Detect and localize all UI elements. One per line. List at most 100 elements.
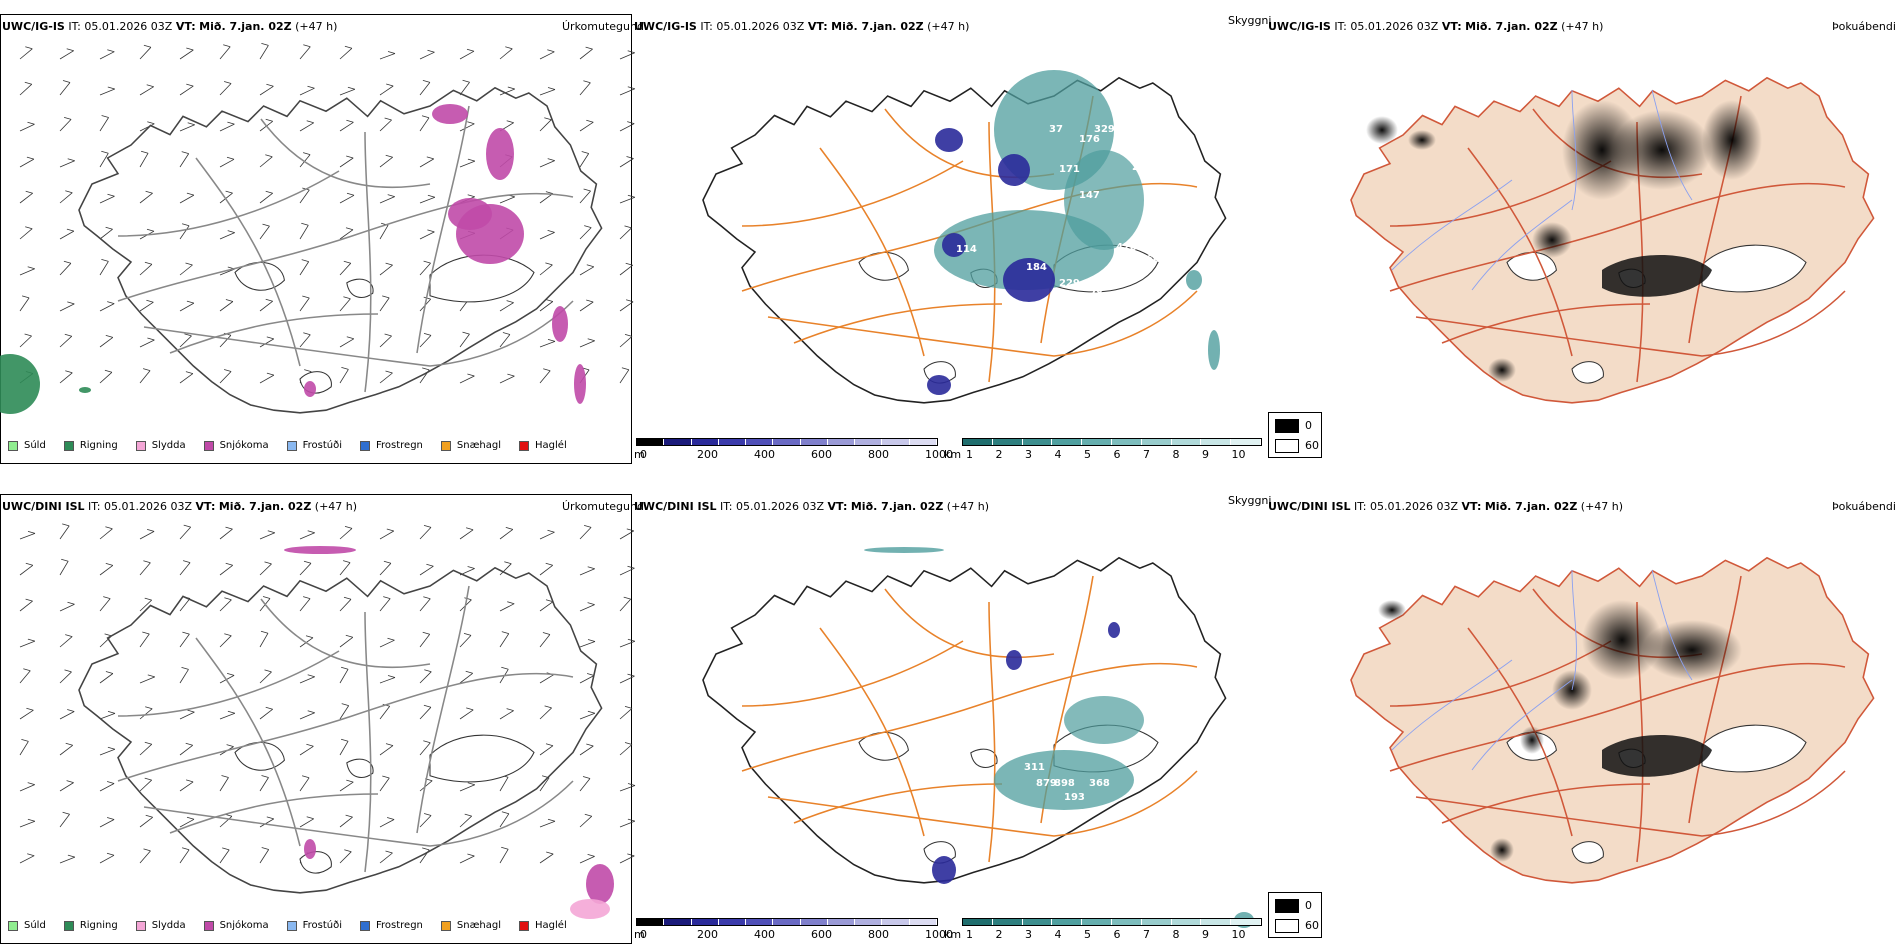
low-cloud-base-areas: [932, 622, 1120, 884]
legend-swatch: [63, 440, 74, 451]
vt-value: Mið. 7.jan. 02Z: [1465, 20, 1558, 33]
rain-areas: [0, 354, 91, 414]
cloud-base-colorbar: [636, 438, 938, 446]
cloud-base-label: 211: [1062, 292, 1083, 303]
low-visibility-areas: [864, 547, 1254, 928]
model-name: UWC/IG-IS: [2, 20, 65, 33]
legend-label: Súld: [24, 440, 46, 451]
cloud-base-tick: 200: [697, 928, 718, 941]
snow-areas: [284, 546, 614, 904]
it-value: 05.01.2026 03Z: [104, 500, 193, 513]
visibility-unit: km: [944, 448, 962, 461]
it-label: IT:: [68, 20, 81, 33]
legend-label: Frostregn: [376, 920, 423, 931]
snow-areas: [304, 104, 586, 404]
panel-header: UWC/DINI ISL IT: 05.01.2026 03Z VT: Mið.…: [634, 500, 989, 513]
fog-high-label: 0: [1305, 419, 1312, 432]
cloud-base-label: 28: [1089, 288, 1103, 299]
visibility-tick: 4: [1054, 448, 1062, 461]
legend-label: Snjókoma: [219, 440, 269, 451]
lead-time: (+47 h): [314, 500, 358, 513]
legend-item: Snæhagl: [440, 920, 501, 931]
cloud-base-label: 428: [1116, 242, 1137, 253]
legend-swatch: [8, 440, 18, 451]
legend-label: Snjókoma: [219, 920, 269, 931]
legend-swatch: [360, 440, 370, 451]
fog-high-swatch: [1275, 419, 1299, 433]
it-label: IT:: [1354, 500, 1367, 513]
it-value: 05.01.2026 03Z: [716, 20, 805, 33]
it-value: 05.01.2026 03Z: [84, 20, 173, 33]
vt-label: VT:: [175, 20, 196, 33]
legend-item: Snjókoma: [203, 440, 269, 451]
legend-swatch: [440, 920, 451, 931]
cloud-base-label: 147: [1079, 190, 1100, 201]
cloud-base-label: 193: [1064, 792, 1085, 803]
legend-item: Slydda: [135, 440, 186, 451]
precip-legend: Súld Rigning Slydda Snjókoma Frostúði Fr…: [8, 440, 585, 451]
visibility-tick: 9: [1202, 928, 1209, 941]
iceland-outline: [78, 86, 603, 414]
visibility-tick: 5: [1084, 448, 1091, 461]
vt-label: VT:: [1441, 20, 1462, 33]
cloud-base-label: 311: [1024, 762, 1045, 773]
legend-label: Súld: [24, 920, 46, 931]
legend-item: Snjókoma: [203, 920, 269, 931]
panel-header: UWC/IG-IS IT: 05.01.2026 03Z VT: Mið. 7.…: [634, 20, 969, 33]
fog-title: Þokuábendi: [1832, 500, 1896, 513]
cloud-base-label: 184: [1026, 262, 1047, 273]
visibility-tick: 7: [1143, 928, 1150, 941]
legend-label: Haglél: [535, 440, 567, 451]
vt-value: Mið. 7.jan. 02Z: [218, 500, 312, 513]
cloud-base-tick: 200: [697, 448, 718, 461]
cloud-base-tick: 400: [754, 928, 775, 941]
legend-item: Haglél: [519, 920, 567, 931]
legend-swatch: [360, 920, 370, 931]
cloud-base-label: 229: [1059, 278, 1080, 289]
it-label: IT:: [700, 20, 713, 33]
visibility-unit: km: [944, 928, 962, 941]
visibility-tick: 6: [1113, 928, 1121, 941]
fog-low-swatch: [1275, 439, 1299, 453]
visibility-colorbar: [962, 438, 1262, 446]
rivers: [1391, 569, 1693, 771]
wind-barbs: [19, 43, 636, 384]
precip-type-title: Úrkomutegund: [562, 500, 644, 513]
legend-item: Rigning: [63, 440, 118, 451]
precip-panel-frame: [0, 494, 632, 944]
visibility-title: Skyggni: [1228, 494, 1272, 507]
legend-label: Rigning: [79, 440, 118, 451]
legend-swatch: [135, 920, 146, 931]
lead-time: (+47 h): [1580, 500, 1624, 513]
vt-label: VT:: [1461, 500, 1482, 513]
vt-label: VT:: [807, 20, 828, 33]
cloud-base-unit: m: [634, 448, 645, 461]
cloud-base-label: 171: [1059, 164, 1080, 175]
cloud-base-label: 37: [1049, 124, 1063, 135]
cloud-base-tick: 800: [868, 928, 889, 941]
legend-swatch: [63, 920, 74, 931]
fog-scale-box: 0 60: [1268, 892, 1322, 938]
cloud-base-colorbar: [636, 918, 938, 926]
visibility-tick: 10: [1231, 928, 1246, 941]
precip-map: [19, 523, 636, 919]
precip-panel-frame: [0, 14, 632, 464]
visibility-colorbar: [962, 918, 1262, 926]
visibility-tick: 1: [966, 928, 973, 941]
vt-value: Mið. 7.jan. 02Z: [199, 20, 292, 33]
cloud-base-label: 783: [1142, 222, 1163, 233]
precip-legend: Súld Rigning Slydda Snjókoma Frostúði Fr…: [8, 920, 585, 931]
precip-type-title: Úrkomutegund: [562, 20, 644, 33]
it-value: 05.01.2026 03Z: [1350, 20, 1439, 33]
cloud-base-tick: 0: [640, 448, 647, 461]
fog-low-swatch: [1275, 919, 1299, 933]
vt-value: Mið. 7.jan. 02Z: [850, 500, 944, 513]
cloud-base-unit: m: [634, 928, 645, 941]
cloud-base-label: 609: [1146, 254, 1167, 265]
vt-label: VT:: [195, 500, 216, 513]
cloud-base-label: 368: [1089, 778, 1110, 789]
low-cloud-base-areas: [927, 128, 1055, 395]
cloud-base-tick: 600: [811, 448, 832, 461]
